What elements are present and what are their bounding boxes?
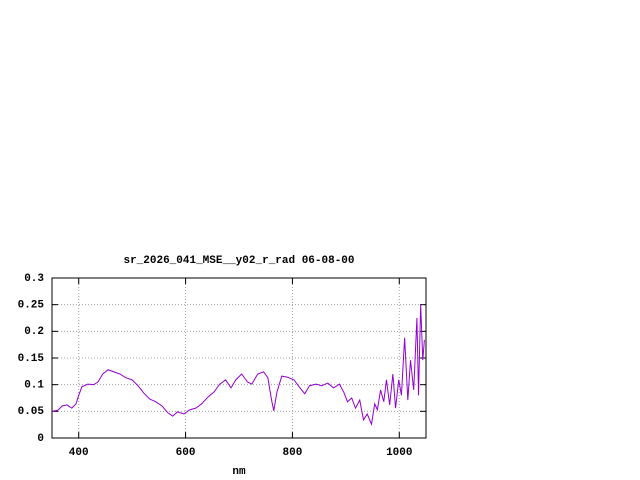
plot-border (51, 277, 427, 439)
y-tick-label: 0 (37, 433, 44, 445)
y-tick-label: 0.2 (24, 326, 44, 338)
x-tick-label: 600 (176, 447, 196, 459)
data-line (51, 304, 425, 426)
y-tick-label: 0.1 (24, 380, 44, 392)
x-axis-label: nm (232, 466, 246, 478)
x-tick-label: 1000 (386, 447, 412, 459)
y-tick-label: 0.3 (24, 273, 44, 285)
chart-title: sr_2026_041_MSE__y02_r_rad 06-08-00 (123, 255, 354, 267)
y-tick-label: 0.15 (18, 353, 45, 365)
x-tick-label: 400 (69, 447, 89, 459)
x-tick-label: 800 (283, 447, 303, 459)
y-tick-label: 0.05 (18, 406, 45, 418)
y-tick-label: 0.25 (18, 300, 45, 312)
